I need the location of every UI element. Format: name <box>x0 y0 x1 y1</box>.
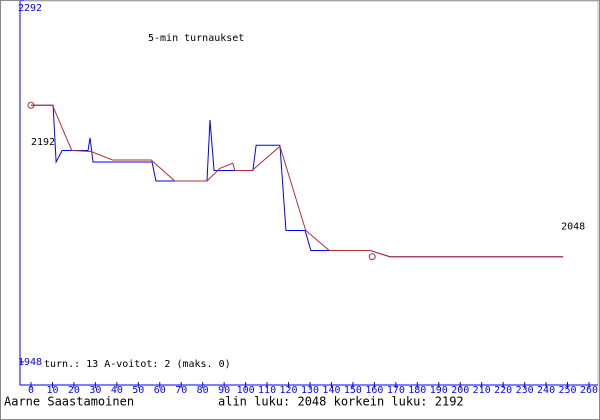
x-tick-label: 170 <box>387 385 405 396</box>
author: Aarne Saastamoinen <box>4 395 134 409</box>
summary: alin luku: 2048 korkein luku: 2192 <box>218 395 464 409</box>
x-tick-label: 220 <box>494 385 512 396</box>
x-tick-label: 40 <box>111 385 123 396</box>
x-tick-label: 150 <box>344 385 362 396</box>
x-tick-label: 210 <box>473 385 491 396</box>
x-tick-label: 160 <box>365 385 383 396</box>
x-tick-label: 60 <box>154 385 166 396</box>
marker <box>27 101 35 109</box>
x-tick-label: 20 <box>68 385 80 396</box>
x-tick-label: 50 <box>132 385 144 396</box>
x-tick-label: 90 <box>218 385 230 396</box>
x-tick-label: 110 <box>258 385 276 396</box>
x-tick-label: 230 <box>516 385 534 396</box>
annotation: 2048 <box>561 221 585 232</box>
x-tick-label: 250 <box>559 385 577 396</box>
x-tick-label: 30 <box>89 385 101 396</box>
x-tick-label: 70 <box>175 385 187 396</box>
x-tick-label: 100 <box>237 385 255 396</box>
x-tick-label: 200 <box>451 385 469 396</box>
x-tick-label: 140 <box>322 385 340 396</box>
y-tick-label: 2292 <box>18 3 42 14</box>
stats: turn.: 13 A-voitot: 2 (maks. 0) <box>44 359 231 370</box>
marker <box>368 253 376 261</box>
x-tick-label: 260 <box>580 385 598 396</box>
annotation: 2192 <box>31 137 55 148</box>
x-tick-label: 240 <box>537 385 555 396</box>
x-tick-label: 0 <box>28 385 34 396</box>
x-tick-label: 120 <box>280 385 298 396</box>
series-line <box>31 104 564 258</box>
x-tick-label: 10 <box>46 385 58 396</box>
x-tick-label: 130 <box>301 385 319 396</box>
x-tick-label: 80 <box>197 385 209 396</box>
x-tick-label: 180 <box>408 385 426 396</box>
chart-title: 5-min turnaukset <box>148 33 244 44</box>
x-tick-label: 190 <box>430 385 448 396</box>
y-tick-label: 1948 <box>18 357 42 368</box>
series-line <box>31 104 564 258</box>
